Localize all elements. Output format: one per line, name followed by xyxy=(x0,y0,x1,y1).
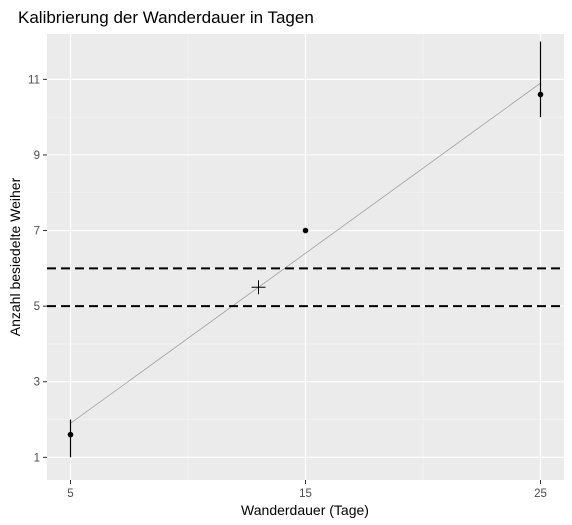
x-tick-label: 25 xyxy=(534,488,547,500)
x-tick-label: 5 xyxy=(67,488,73,500)
data-point xyxy=(67,431,74,438)
y-tick-label: 7 xyxy=(34,226,40,238)
x-axis-title: Wanderdauer (Tage) xyxy=(241,502,369,518)
y-axis-title: Anzahl besiedelte Weiher xyxy=(7,177,23,336)
data-point xyxy=(302,227,309,234)
axes: 5 15 25 1 3 5 7 9 11 xyxy=(28,74,547,500)
chart-title: Kalibrierung der Wanderdauer in Tagen xyxy=(18,8,314,27)
y-tick-label: 1 xyxy=(34,452,40,464)
y-tick-label: 9 xyxy=(34,150,40,162)
data-marks xyxy=(47,41,564,458)
y-tick-label: 5 xyxy=(34,301,40,313)
fit-line xyxy=(70,82,541,424)
data-point xyxy=(537,91,544,98)
y-tick-label: 3 xyxy=(34,377,40,389)
estimate-marker xyxy=(251,280,266,295)
y-tick-label: 11 xyxy=(28,74,40,86)
x-tick-label: 15 xyxy=(299,488,312,500)
